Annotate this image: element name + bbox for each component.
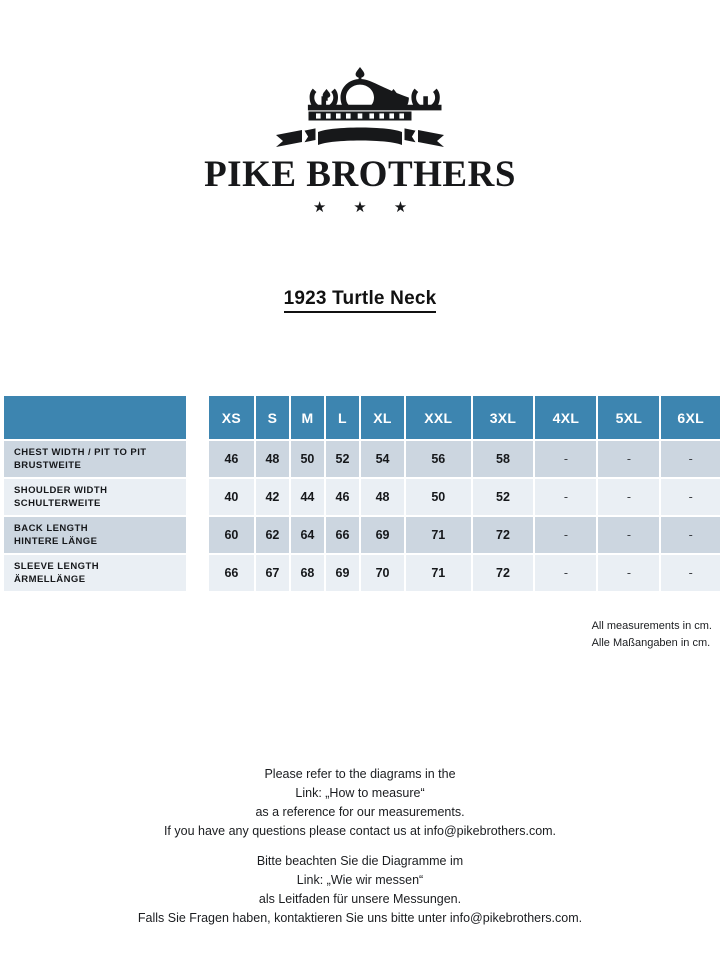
brand-wordmark: PIKE BROTHERS xyxy=(204,154,516,195)
size-header-4xl: 4XL xyxy=(535,396,599,439)
table-row: 46 48 50 52 54 56 58 - - - xyxy=(209,439,720,477)
star-icon: ★ xyxy=(312,199,327,216)
cell-value: 50 xyxy=(406,477,473,515)
label-column-header xyxy=(4,396,186,439)
star-icon: ★ xyxy=(393,199,408,216)
cell-value: 64 xyxy=(290,515,326,553)
size-header-m: M xyxy=(290,396,326,439)
footer-en-line: Please refer to the diagrams in the xyxy=(264,767,456,781)
size-chart-table: CHEST WIDTH / PIT TO PIT BRUSTWEITE SHOU… xyxy=(0,396,720,591)
cell-value: - xyxy=(661,515,720,553)
table-row: 66 67 68 69 70 71 72 - - - xyxy=(209,553,720,591)
footer-english: Please refer to the diagrams in the Link… xyxy=(0,765,720,842)
cell-value: 66 xyxy=(209,553,256,591)
cell-value: 60 xyxy=(209,515,256,553)
footer-en-line: If you have any questions please contact… xyxy=(163,824,557,839)
cell-value: 69 xyxy=(360,515,407,553)
table-row: 40 42 44 46 48 50 52 - - - xyxy=(209,477,720,515)
units-note: All measurements in cm. Alle Maßangaben … xyxy=(592,618,712,652)
cell-value: 50 xyxy=(290,439,326,477)
footer-de-line: als Leitfaden für unsere Messungen. xyxy=(258,892,462,907)
measurement-label-column: CHEST WIDTH / PIT TO PIT BRUSTWEITE SHOU… xyxy=(4,396,186,591)
table-row: 60 62 64 66 69 71 72 - - - xyxy=(209,515,720,553)
cell-value: 72 xyxy=(472,553,536,591)
cell-value: 69 xyxy=(325,553,361,591)
cell-value: 58 xyxy=(472,439,536,477)
size-header-row: XS S M L XL XXL 3XL 4XL 5XL 6XL xyxy=(209,396,720,439)
units-note-de: Alle Maßangaben in cm. xyxy=(591,637,711,650)
page-title: 1923 Turtle Neck xyxy=(0,288,720,313)
page-title-text: 1923 Turtle Neck xyxy=(283,288,437,313)
size-header-xl: XL xyxy=(360,396,407,439)
cell-value: - xyxy=(535,515,599,553)
size-header-xs: XS xyxy=(209,396,256,439)
cell-value: 52 xyxy=(325,439,361,477)
label-en: SHOULDER WIDTH xyxy=(14,484,108,496)
footer-german: Bitte beachten Sie die Diagramme im Link… xyxy=(0,852,720,929)
label-en: BACK LENGTH xyxy=(14,522,89,534)
cell-value: 40 xyxy=(209,477,256,515)
size-header-5xl: 5XL xyxy=(598,396,662,439)
label-de: ÄRMELLÄNGE xyxy=(14,574,86,585)
cell-value: - xyxy=(598,515,662,553)
table-row-label: SLEEVE LENGTH ÄRMELLÄNGE xyxy=(4,553,186,591)
cell-value: - xyxy=(535,477,599,515)
cell-value: 54 xyxy=(360,439,407,477)
label-en: SLEEVE LENGTH xyxy=(14,560,100,572)
cell-value: - xyxy=(661,439,720,477)
cell-value: 48 xyxy=(360,477,407,515)
footer-de-line: Falls Sie Fragen haben, kontaktieren Sie… xyxy=(137,911,583,926)
cell-value: 72 xyxy=(472,515,536,553)
crown-banner-icon xyxy=(276,67,444,147)
footer-en-line: as a reference for our measurements. xyxy=(255,805,465,820)
cell-value: 70 xyxy=(360,553,407,591)
cell-value: - xyxy=(661,553,720,591)
cell-value: 42 xyxy=(255,477,291,515)
cell-value: 52 xyxy=(472,477,536,515)
size-header-3xl: 3XL xyxy=(472,396,536,439)
cell-value: 46 xyxy=(325,477,361,515)
cell-value: 48 xyxy=(255,439,291,477)
cell-value: - xyxy=(535,553,599,591)
cell-value: 67 xyxy=(255,553,291,591)
cell-value: 46 xyxy=(209,439,256,477)
brand-logo: PIKE BROTHERS ★ ★ ★ xyxy=(0,0,720,215)
cell-value: - xyxy=(535,439,599,477)
label-en: CHEST WIDTH / PIT TO PIT xyxy=(14,446,147,458)
size-header-s: S xyxy=(255,396,291,439)
table-row-label: SHOULDER WIDTH SCHULTERWEITE xyxy=(4,477,186,515)
cell-value: 44 xyxy=(290,477,326,515)
label-de: SCHULTERWEITE xyxy=(14,498,101,509)
label-de: BRUSTWEITE xyxy=(14,460,82,471)
cell-value: - xyxy=(598,553,662,591)
cell-value: 71 xyxy=(406,515,473,553)
star-icon: ★ xyxy=(353,199,367,216)
cell-value: - xyxy=(661,477,720,515)
footer-en-line: Link: „How to measure“ xyxy=(295,786,425,801)
cell-value: - xyxy=(598,477,662,515)
cell-value: 68 xyxy=(290,553,326,591)
cell-value: 56 xyxy=(406,439,473,477)
label-de: HINTERE LÄNGE xyxy=(14,536,98,547)
size-header-6xl: 6XL xyxy=(661,396,720,439)
size-header-l: L xyxy=(325,396,361,439)
footer-de-line: Bitte beachten Sie die Diagramme im xyxy=(256,854,464,868)
cell-value: 66 xyxy=(325,515,361,553)
units-note-en: All measurements in cm. xyxy=(591,620,712,632)
footer-de-line: Link: „Wie wir messen“ xyxy=(296,873,424,888)
cell-value: 71 xyxy=(406,553,473,591)
table-row-label: BACK LENGTH HINTERE LÄNGE xyxy=(4,515,186,553)
size-header-xxl: XXL xyxy=(406,396,473,439)
size-value-grid: XS S M L XL XXL 3XL 4XL 5XL 6XL 46 48 50 xyxy=(209,396,720,591)
brand-stars: ★ ★ ★ xyxy=(313,200,407,215)
cell-value: 62 xyxy=(255,515,291,553)
table-row-label: CHEST WIDTH / PIT TO PIT BRUSTWEITE xyxy=(4,439,186,477)
cell-value: - xyxy=(598,439,662,477)
